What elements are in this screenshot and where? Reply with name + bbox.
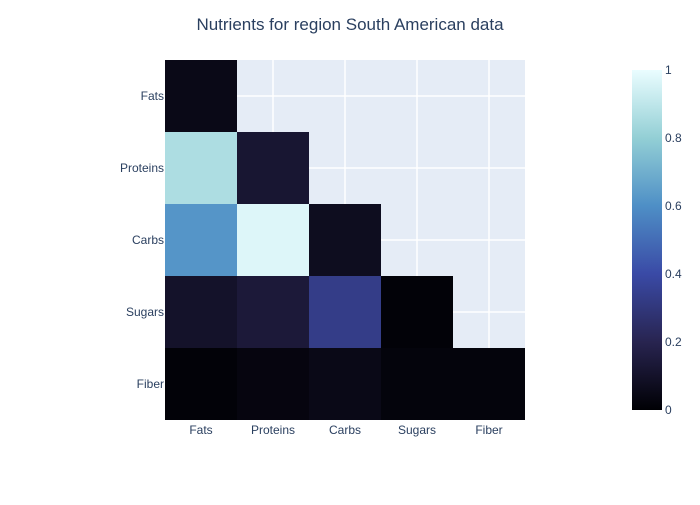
colorbar-tick-label: 0.4 — [665, 267, 682, 281]
colorbar-tick-label: 0.6 — [665, 199, 682, 213]
heatmap-cell[interactable] — [309, 276, 381, 348]
y-tick-label: Fats — [141, 89, 164, 103]
colorbar-tick-label: 1 — [665, 63, 672, 77]
chart-title: Nutrients for region South American data — [196, 15, 504, 34]
heatmap-cell[interactable] — [165, 276, 237, 348]
heatmap-cell[interactable] — [237, 132, 309, 204]
heatmap-cell[interactable] — [309, 204, 381, 276]
x-tick-label: Carbs — [329, 423, 361, 437]
colorbar — [632, 70, 662, 410]
x-tick-label: Fats — [189, 423, 212, 437]
y-tick-label: Carbs — [132, 233, 164, 247]
colorbar-tick-label: 0 — [665, 403, 672, 417]
y-tick-label: Proteins — [120, 161, 164, 175]
x-tick-label: Sugars — [398, 423, 436, 437]
colorbar-tick-label: 0.8 — [665, 131, 682, 145]
y-tick-label: Sugars — [126, 305, 164, 319]
heatmap-cell[interactable] — [165, 60, 237, 132]
heatmap-cell[interactable] — [237, 348, 309, 420]
heatmap-cell[interactable] — [237, 204, 309, 276]
heatmap-cell[interactable] — [453, 348, 525, 420]
x-tick-label: Fiber — [475, 423, 502, 437]
colorbar-tick-label: 0.2 — [665, 335, 682, 349]
heatmap-cell[interactable] — [165, 132, 237, 204]
heatmap-cell[interactable] — [165, 348, 237, 420]
heatmap-cell[interactable] — [381, 276, 453, 348]
heatmap-cell[interactable] — [309, 348, 381, 420]
heatmap-cell[interactable] — [237, 276, 309, 348]
heatmap-cell[interactable] — [381, 348, 453, 420]
heatmap-cell[interactable] — [165, 204, 237, 276]
x-tick-label: Proteins — [251, 423, 295, 437]
y-tick-label: Fiber — [137, 377, 164, 391]
